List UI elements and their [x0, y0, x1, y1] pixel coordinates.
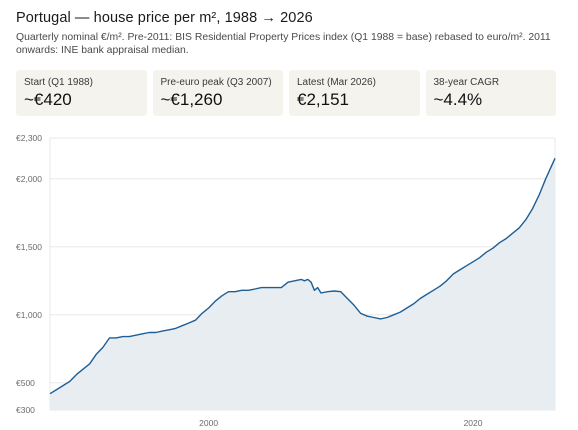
stat-card-start: Start (Q1 1988) ~€420 [16, 70, 147, 116]
stat-value: ~€1,260 [160, 90, 223, 109]
area-layer [50, 158, 555, 410]
chart-subtitle: Quarterly nominal €/m². Pre-2011: BIS Re… [16, 32, 551, 56]
line-layer [49, 158, 556, 395]
stat-value: ~4.4% [433, 90, 483, 109]
y-tick-label: €300 [16, 405, 35, 415]
chart-title: Portugal — house price per m², 1988 → 20… [16, 10, 313, 26]
y-tick-label: €2,300 [16, 133, 42, 143]
x-tick-label: 2000 [199, 418, 218, 428]
series-area [50, 158, 555, 410]
stat-cards: Start (Q1 1988) ~€420 Pre-euro peak (Q3 … [16, 70, 556, 116]
y-tick-label: €1,000 [16, 310, 42, 320]
stat-card-cagr: 38-year CAGR ~4.4% [425, 70, 556, 116]
y-axis: €2,300 €2,000 €1,500 €1,000 €500 €300 [16, 133, 42, 415]
x-tick-label: 2020 [464, 418, 483, 428]
stat-label: Latest (Mar 2026) [297, 77, 376, 88]
price-chart: €2,300 €2,000 €1,500 €1,000 €500 €300 2000 202… [16, 133, 556, 428]
stat-label: Start (Q1 1988) [24, 77, 93, 88]
x-axis: 2000 2020 [199, 418, 483, 428]
stat-value: ~€420 [24, 90, 72, 109]
stat-card-latest: Latest (Mar 2026) €2,151 [289, 70, 420, 116]
stat-card-peak: Pre-euro peak (Q3 2007) ~€1,260 [152, 70, 283, 116]
y-tick-label: €1,500 [16, 242, 42, 252]
series-line [49, 158, 556, 395]
y-tick-label: €500 [16, 378, 35, 388]
stat-label: Pre-euro peak (Q3 2007) [160, 77, 272, 88]
stat-value: €2,151 [297, 90, 349, 109]
y-tick-label: €2,000 [16, 174, 42, 184]
stat-label: 38-year CAGR [433, 77, 500, 88]
